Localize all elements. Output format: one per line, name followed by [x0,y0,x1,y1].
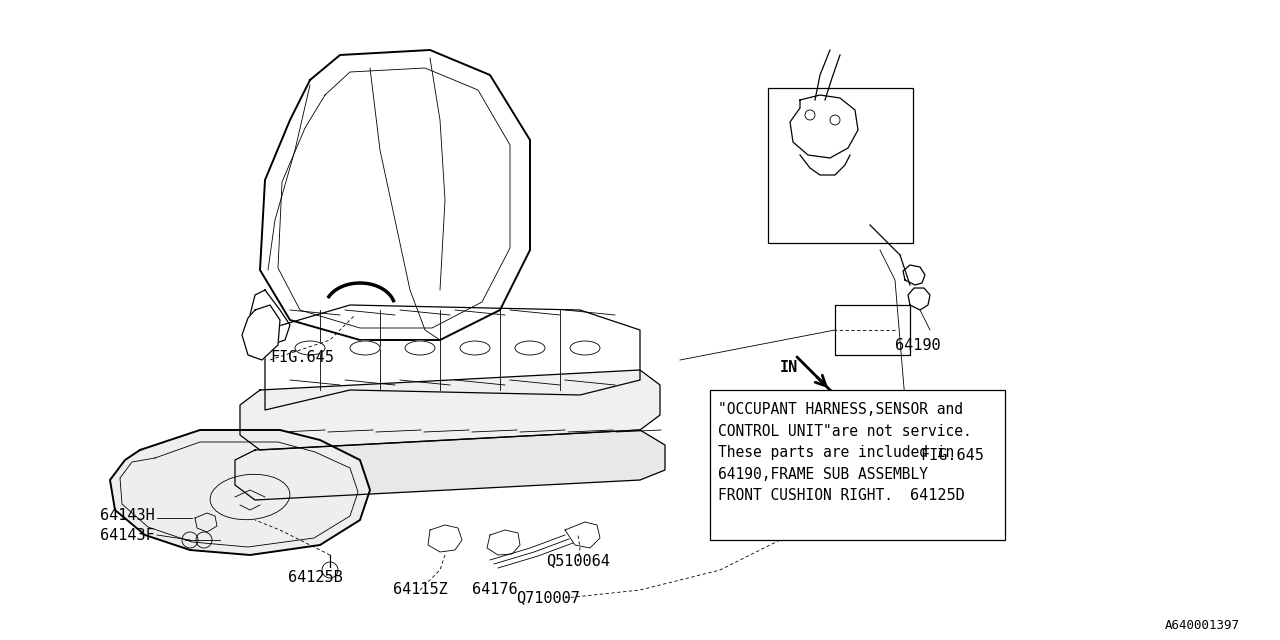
Ellipse shape [570,341,600,355]
Text: IN: IN [780,360,799,376]
Ellipse shape [349,341,380,355]
Polygon shape [265,305,640,410]
Text: "OCCUPANT HARNESS,SENSOR and
CONTROL UNIT"are not service.
These parts are inclu: "OCCUPANT HARNESS,SENSOR and CONTROL UNI… [718,402,972,504]
Text: 64125D: 64125D [910,488,965,502]
Ellipse shape [294,341,325,355]
Ellipse shape [460,341,490,355]
Text: 64115Z: 64115Z [393,582,448,598]
Text: Q710007: Q710007 [516,591,580,605]
Polygon shape [242,305,280,360]
Text: Q510064: Q510064 [547,554,611,568]
Bar [835,305,910,355]
Text: 64190: 64190 [895,339,941,353]
Ellipse shape [404,341,435,355]
Polygon shape [110,430,370,555]
Text: 64143H: 64143H [100,509,155,524]
Text: 64143F: 64143F [100,527,155,543]
Text: 64176: 64176 [472,582,518,598]
Text: FIG.645: FIG.645 [270,351,334,365]
Polygon shape [241,370,660,450]
Polygon shape [236,430,666,500]
Text: FIG.645: FIG.645 [920,447,984,463]
Bar [768,88,913,243]
Bar [710,390,1005,540]
Text: A640001397: A640001397 [1165,619,1240,632]
Text: 64125B: 64125B [288,570,342,584]
Ellipse shape [515,341,545,355]
